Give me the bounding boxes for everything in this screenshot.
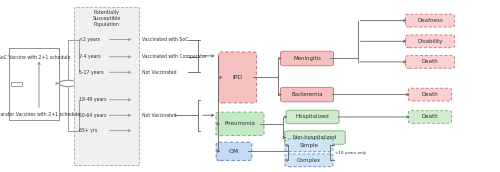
FancyBboxPatch shape — [408, 111, 452, 123]
FancyBboxPatch shape — [280, 87, 334, 102]
FancyBboxPatch shape — [216, 142, 252, 160]
Text: 50-64 years: 50-64 years — [79, 113, 106, 118]
FancyBboxPatch shape — [406, 35, 454, 48]
FancyBboxPatch shape — [406, 14, 454, 27]
Text: Vaccinated with SoC: Vaccinated with SoC — [142, 37, 189, 42]
Text: Deafness: Deafness — [417, 18, 443, 23]
FancyBboxPatch shape — [285, 154, 333, 167]
Text: OM: OM — [229, 149, 239, 154]
FancyBboxPatch shape — [280, 51, 334, 66]
Text: <2 years: <2 years — [79, 37, 100, 42]
FancyBboxPatch shape — [285, 131, 345, 144]
Text: Potentially
Susceptible
Population: Potentially Susceptible Population — [92, 10, 120, 27]
Text: Comparator Vaccines with 2+1 schedule: Comparator Vaccines with 2+1 schedule — [0, 112, 80, 117]
Text: Meningitis: Meningitis — [293, 56, 321, 61]
Text: Not Vaccinated: Not Vaccinated — [142, 70, 177, 75]
FancyBboxPatch shape — [406, 56, 454, 68]
Text: Death: Death — [422, 92, 438, 97]
Text: Bacteremia: Bacteremia — [291, 92, 323, 97]
FancyBboxPatch shape — [285, 139, 333, 152]
Text: SoC Vaccine with 2+1 schedule: SoC Vaccine with 2+1 schedule — [0, 55, 70, 60]
Text: Disability: Disability — [417, 39, 443, 44]
Text: <18 years only: <18 years only — [335, 151, 366, 155]
Text: Death: Death — [422, 114, 438, 120]
FancyBboxPatch shape — [218, 52, 256, 103]
Text: Vaccinated with Comparator: Vaccinated with Comparator — [142, 54, 208, 59]
Text: 65+ yrs: 65+ yrs — [79, 128, 97, 133]
Text: 2-4 years: 2-4 years — [79, 54, 100, 59]
Text: Pneumonia: Pneumonia — [224, 121, 256, 126]
Text: Not Vaccinated: Not Vaccinated — [142, 113, 177, 118]
Text: Death: Death — [422, 59, 438, 64]
FancyBboxPatch shape — [216, 112, 264, 136]
Text: 18-49 years: 18-49 years — [79, 97, 106, 102]
Bar — [11, 82, 22, 86]
FancyBboxPatch shape — [408, 88, 452, 101]
FancyBboxPatch shape — [286, 110, 339, 124]
Text: Hospitalized: Hospitalized — [296, 114, 330, 120]
Bar — [74, 7, 139, 165]
Bar — [9, 48, 59, 120]
Text: Complex: Complex — [297, 158, 321, 163]
Text: Non-hospitalized: Non-hospitalized — [293, 135, 337, 140]
Text: 5-17 years: 5-17 years — [79, 70, 104, 75]
Text: IPD: IPD — [232, 75, 242, 80]
Text: Simple: Simple — [300, 143, 318, 148]
